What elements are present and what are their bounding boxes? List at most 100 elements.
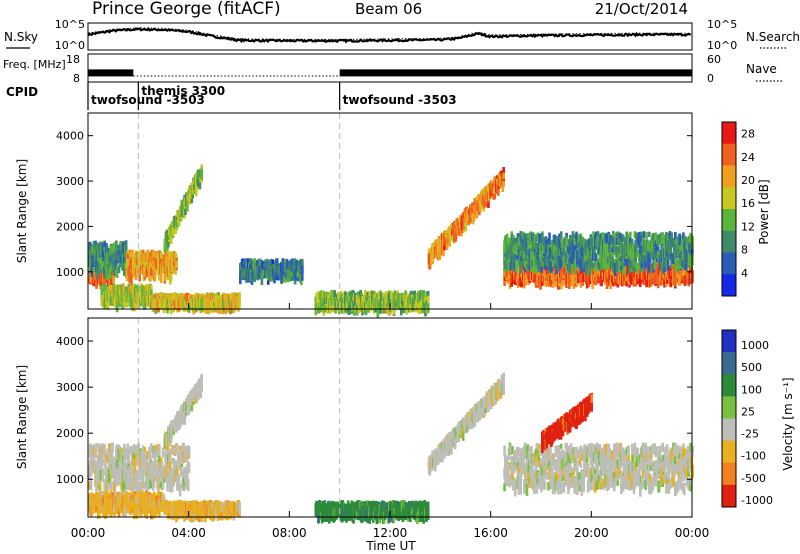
vel-data-cell-0 <box>182 442 185 454</box>
vel-data-cell-0 <box>106 481 110 490</box>
vel-data-cell-0 <box>150 462 153 471</box>
vel-data-cell-0 <box>89 479 93 486</box>
vel-data-cell-2 <box>90 492 94 499</box>
vel-data-cell-0 <box>101 468 105 482</box>
power-data-cell-10 <box>540 251 543 262</box>
power-data-cell-10 <box>551 260 555 267</box>
power-data-cell-10 <box>683 242 687 248</box>
vel-data-cell-0 <box>141 478 145 486</box>
vel-data-cell-0 <box>186 445 189 452</box>
vel-data-cell-0 <box>158 481 161 488</box>
power-data-cell-8 <box>475 205 478 219</box>
power-data-cell-10 <box>603 257 607 270</box>
vel-data-cell-0 <box>139 456 142 469</box>
power-data-cell-6 <box>290 267 293 277</box>
power-data-cell-3 <box>166 230 169 236</box>
power-data-cell-3 <box>177 216 181 227</box>
power-data-cell-10 <box>532 232 535 240</box>
power-data-cell-10 <box>638 231 641 240</box>
vel-data-cell-0 <box>134 470 138 480</box>
power-data-cell-10 <box>669 250 673 260</box>
power-data-cell-8 <box>443 241 446 251</box>
power-data-cell-10 <box>666 258 670 271</box>
power-data-cell-1 <box>113 263 116 277</box>
vel-data-cell-0 <box>88 443 92 454</box>
power-data-cell-10 <box>589 234 593 241</box>
vel-data-cell-0 <box>156 459 159 473</box>
vel-data-cell-0 <box>97 443 101 458</box>
power-data-cell-8 <box>502 172 505 179</box>
vel-data-cell-2 <box>119 496 123 504</box>
noise-left-label: N.Sky <box>4 30 38 44</box>
vel-data-cell-0 <box>111 442 114 453</box>
power-data-cell-1 <box>124 240 128 247</box>
power-data-cell-7 <box>426 299 430 313</box>
power-data-cell-10 <box>503 239 506 253</box>
power-data-cell-10 <box>651 233 655 240</box>
power-data-cell-10 <box>514 251 517 260</box>
power-data-cell-10 <box>538 233 541 246</box>
power-colorbar-swatch-7 <box>722 274 736 297</box>
power-data-cell-9 <box>524 274 528 285</box>
power-data-cell-9 <box>632 275 636 287</box>
power-colorbar-tick-5: 24 <box>741 151 755 164</box>
power-data-cell-10 <box>601 232 604 243</box>
power-data-cell-10 <box>687 247 691 261</box>
vel-data-cell-0 <box>103 450 106 464</box>
freq-right-tick-top: 60 <box>707 53 721 66</box>
vel-data-cell-2 <box>111 492 114 500</box>
power-data-cell-10 <box>641 253 645 263</box>
vel-data-cell-0 <box>141 481 144 495</box>
vel-data-cell-0 <box>131 465 134 477</box>
power-data-cell-10 <box>546 256 549 268</box>
vel-data-cell-0 <box>111 468 114 479</box>
freq-band-0 <box>88 69 134 77</box>
power-data-cell-10 <box>573 238 576 246</box>
power-data-cell-8 <box>454 228 458 242</box>
power-data-cell-10 <box>596 243 600 250</box>
power-data-cell-2 <box>173 256 176 268</box>
power-data-cell-10 <box>588 251 592 257</box>
power-data-cell-10 <box>638 240 641 248</box>
noise-right-tick-top: 10^5 <box>707 18 737 31</box>
freq-left-label: Freq. [MHz] <box>3 58 66 71</box>
power-data-cell-10 <box>678 233 682 246</box>
power-data-cell-10 <box>543 239 547 251</box>
power-data-cell-10 <box>548 232 551 245</box>
power-data-cell-10 <box>534 242 538 250</box>
power-data-cell-10 <box>584 250 587 263</box>
vel-data-cell-0 <box>171 468 175 476</box>
power-data-cell-9 <box>568 275 571 289</box>
vel-data-cell-0 <box>168 461 172 473</box>
vel-data-cell-1 <box>187 401 191 415</box>
vel-data-cell-0 <box>135 458 139 467</box>
vel-data-cell-0 <box>132 444 136 456</box>
power-data-cell-10 <box>645 255 648 262</box>
power-data-cell-1 <box>92 267 96 273</box>
power-data-cell-1 <box>124 261 127 266</box>
power-colorbar-swatch-3 <box>722 187 736 210</box>
vel-data-cell-0 <box>149 453 152 463</box>
power-data-cell-10 <box>682 232 685 240</box>
power-data-cell-10 <box>609 235 612 248</box>
power-data-cell-10 <box>622 261 626 275</box>
power-data-cell-10 <box>557 245 560 251</box>
power-data-cell-2 <box>168 252 172 263</box>
power-data-cell-10 <box>595 259 599 269</box>
power-data-cell-10 <box>581 238 584 251</box>
power-data-cell-7 <box>333 290 336 298</box>
vel-data-cell-0 <box>149 477 152 489</box>
power-data-cell-2 <box>158 269 161 281</box>
vel-data-cell-0 <box>178 483 182 497</box>
power-data-cell-5 <box>177 293 180 299</box>
power-data-cell-10 <box>674 231 677 242</box>
power-data-cell-3 <box>169 231 173 245</box>
power-data-cell-10 <box>504 260 507 270</box>
power-data-cell-10 <box>577 243 581 257</box>
power-data-cell-9 <box>600 273 603 287</box>
power-data-cell-10 <box>514 240 517 248</box>
vel-data-cell-0 <box>108 478 112 484</box>
vel-data-cell-0 <box>126 466 130 474</box>
power-data-cell-8 <box>478 194 481 200</box>
